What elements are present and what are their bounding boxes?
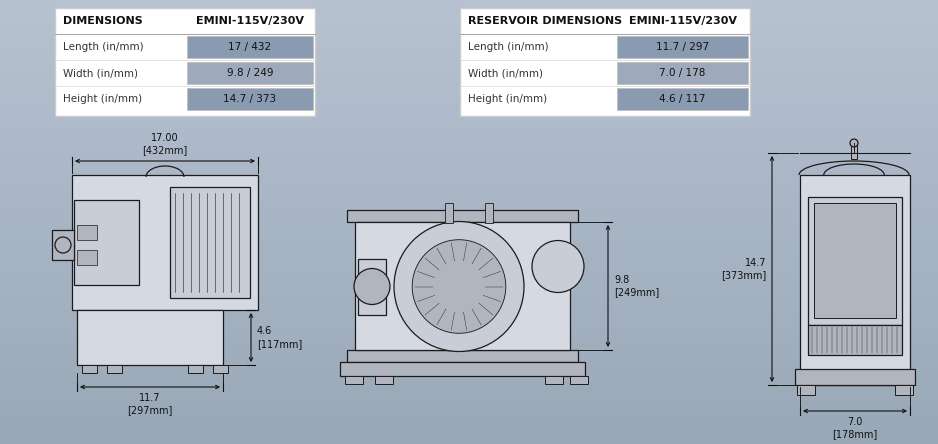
Text: 4.6 / 117: 4.6 / 117: [659, 94, 705, 104]
Bar: [570, 376, 588, 384]
Bar: [355, 222, 570, 350]
Text: EMINI-115V/230V: EMINI-115V/230V: [196, 16, 304, 26]
Text: 9.8 / 249: 9.8 / 249: [227, 68, 273, 78]
Bar: [808, 197, 902, 325]
Text: 7.0
[178mm]: 7.0 [178mm]: [832, 417, 878, 440]
Text: 17.00
[432mm]: 17.00 [432mm]: [143, 133, 188, 155]
Text: 14.7 / 373: 14.7 / 373: [223, 94, 277, 104]
Bar: [107, 365, 122, 373]
Bar: [808, 325, 902, 355]
Bar: [347, 350, 578, 362]
Bar: [795, 369, 915, 385]
Bar: [82, 365, 97, 373]
Bar: [617, 62, 748, 84]
Circle shape: [412, 240, 506, 333]
Text: 7.0 / 178: 7.0 / 178: [659, 68, 705, 78]
Text: 9.8
[249mm]: 9.8 [249mm]: [614, 275, 659, 297]
Bar: [340, 362, 585, 376]
Bar: [617, 36, 748, 58]
Text: Width (in/mm): Width (in/mm): [468, 68, 543, 78]
Bar: [358, 258, 386, 314]
Circle shape: [532, 241, 584, 293]
Text: Height (in/mm): Height (in/mm): [63, 94, 143, 104]
Bar: [345, 376, 363, 384]
Bar: [52, 230, 74, 260]
Bar: [800, 175, 910, 385]
Bar: [895, 385, 913, 395]
Bar: [851, 143, 857, 159]
Bar: [797, 385, 815, 395]
Circle shape: [850, 139, 858, 147]
Bar: [77, 250, 97, 265]
Text: Height (in/mm): Height (in/mm): [468, 94, 547, 104]
Bar: [188, 365, 203, 373]
Text: Length (in/mm): Length (in/mm): [63, 42, 144, 52]
Text: Width (in/mm): Width (in/mm): [63, 68, 138, 78]
Text: Length (in/mm): Length (in/mm): [468, 42, 549, 52]
Text: EMINI-115V/230V: EMINI-115V/230V: [628, 16, 736, 26]
Circle shape: [55, 237, 71, 253]
Bar: [617, 88, 748, 110]
Text: 14.7
[373mm]: 14.7 [373mm]: [720, 258, 766, 280]
Bar: [170, 187, 250, 298]
Text: DIMENSIONS: DIMENSIONS: [63, 16, 143, 26]
Text: 11.7 / 297: 11.7 / 297: [656, 42, 709, 52]
Circle shape: [394, 222, 524, 352]
Bar: [213, 365, 228, 373]
Text: 11.7
[297mm]: 11.7 [297mm]: [128, 393, 173, 416]
Bar: [187, 62, 313, 84]
Bar: [347, 210, 578, 222]
Bar: [814, 203, 896, 318]
Text: 4.6
[117mm]: 4.6 [117mm]: [257, 326, 302, 349]
Bar: [74, 200, 139, 285]
Bar: [187, 88, 313, 110]
Bar: [77, 310, 223, 365]
Text: 17 / 432: 17 / 432: [229, 42, 272, 52]
Bar: [72, 175, 258, 310]
Bar: [77, 225, 97, 240]
Text: RESERVOIR DIMENSIONS: RESERVOIR DIMENSIONS: [468, 16, 622, 26]
Bar: [485, 203, 493, 223]
Circle shape: [354, 269, 390, 305]
Bar: [545, 376, 563, 384]
Bar: [375, 376, 393, 384]
Bar: [445, 203, 453, 223]
Bar: [187, 36, 313, 58]
Bar: [55, 8, 315, 116]
Bar: [460, 8, 750, 116]
